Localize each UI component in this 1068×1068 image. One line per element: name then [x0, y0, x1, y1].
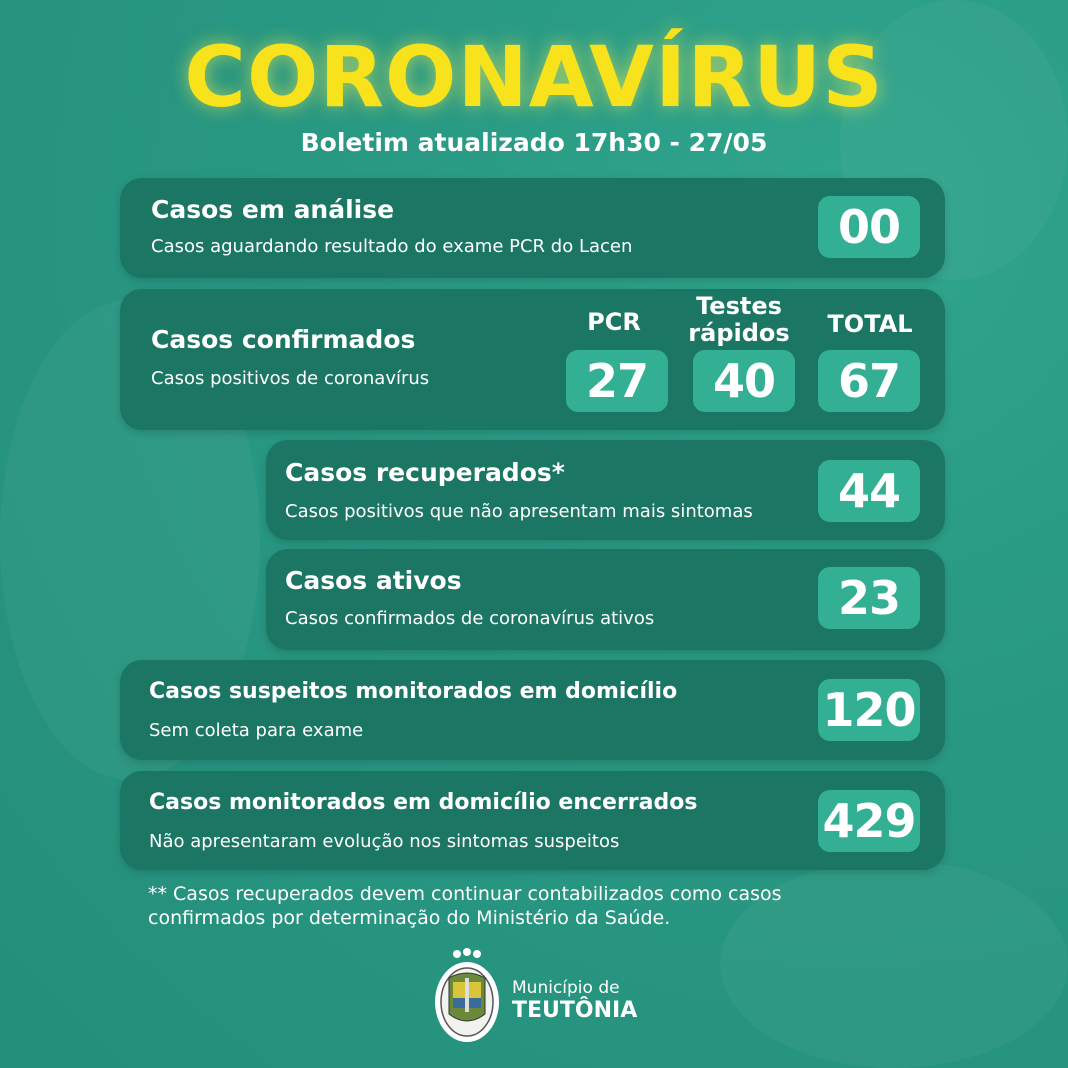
value-box: 120 [818, 679, 920, 741]
footer-municipality-name: TEUTÔNIA [512, 998, 638, 1023]
card-subtitle: Sem coleta para exame [149, 720, 364, 741]
card-title: Casos em análise [151, 195, 395, 224]
card-subtitle: Casos confirmados de coronavírus ativos [285, 608, 655, 629]
card-casos-suspeitos: Casos suspeitos monitorados em domicílio… [120, 660, 945, 760]
footnote: ** Casos recuperados devem continuar con… [148, 882, 1028, 930]
value-box-testes-rapidos: 40 [693, 350, 795, 412]
card-title: Casos ativos [285, 566, 462, 595]
card-casos-recuperados: Casos recuperados* Casos positivos que n… [266, 440, 945, 540]
footer-municipio-label: Município de [512, 978, 620, 998]
footnote-line: ** Casos recuperados devem continuar con… [148, 883, 782, 905]
column-header-total: TOTAL [827, 310, 913, 338]
card-subtitle: Não apresentaram evolução nos sintomas s… [149, 831, 620, 852]
municipal-coat-of-arms-icon [433, 948, 501, 1048]
page-title: CORONAVÍRUS [184, 28, 884, 126]
card-subtitle: Casos aguardando resultado do exame PCR … [151, 236, 633, 257]
background-shape [720, 860, 1068, 1068]
value-box-pcr: 27 [566, 350, 668, 412]
bulletin-update-time: Boletim atualizado 17h30 - 27/05 [300, 128, 768, 157]
card-title: Casos monitorados em domicílio encerrado… [149, 790, 698, 815]
card-subtitle: Casos positivos que não apresentam mais … [285, 501, 753, 522]
column-header-pcr: PCR [587, 308, 641, 336]
value-box: 23 [818, 567, 920, 629]
card-casos-ativos: Casos ativos Casos confirmados de corona… [266, 549, 945, 650]
card-title: Casos suspeitos monitorados em domicílio [149, 679, 678, 704]
footnote-line: confirmados por determinação do Ministér… [148, 907, 671, 929]
value-box: 00 [818, 196, 920, 258]
value-box: 44 [818, 460, 920, 522]
card-title: Casos recuperados* [285, 458, 565, 487]
card-casos-encerrados: Casos monitorados em domicílio encerrado… [120, 771, 945, 870]
card-casos-em-analise: Casos em análise Casos aguardando result… [120, 178, 945, 278]
card-title: Casos confirmados [151, 325, 416, 354]
value-box-total: 67 [818, 350, 920, 412]
column-header-testes-rapidos: Testes rápidos [688, 292, 790, 347]
card-casos-confirmados: Casos confirmados Casos positivos de cor… [120, 289, 945, 430]
value-box: 429 [818, 790, 920, 852]
card-subtitle: Casos positivos de coronavírus [151, 368, 430, 389]
